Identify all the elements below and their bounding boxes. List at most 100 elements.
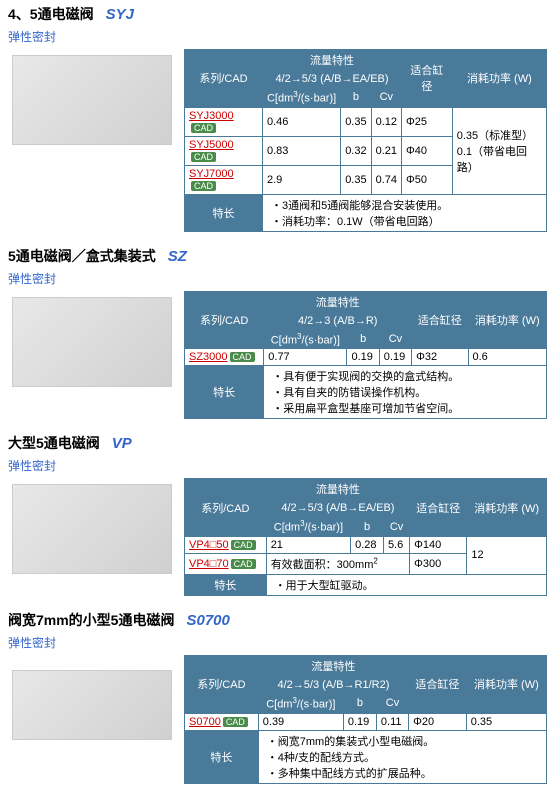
- cell-cv: 0.21: [371, 136, 401, 165]
- col-series: 系列/CAD: [185, 479, 267, 537]
- col-series: 系列/CAD: [185, 655, 259, 713]
- cell-cyl: Φ300: [410, 553, 467, 574]
- col-cv: Cv: [371, 88, 401, 108]
- col-cyl: 适合缸径: [402, 50, 453, 108]
- cell-c: 0.83: [262, 136, 340, 165]
- col-power: 消耗功率 (W): [466, 655, 546, 713]
- product-image-cell: [0, 478, 184, 580]
- cell-b: 0.35: [341, 107, 371, 136]
- col-flow-sub: 4/2→3 (A/B→R): [264, 312, 412, 329]
- cell-b: 0.35: [341, 165, 371, 194]
- cell-features: ・3通阀和5通阀能够混合安装使用。・消耗功率：0.1W（带省电回路）: [262, 194, 546, 231]
- cell-b: 0.32: [341, 136, 371, 165]
- col-cv: Cv: [383, 517, 409, 537]
- cell-series: VP4□50CAD: [185, 536, 267, 553]
- col-feature: 特长: [185, 194, 263, 231]
- section-title-row: 大型5通电磁阀VP: [0, 429, 547, 457]
- col-series: 系列/CAD: [185, 50, 263, 108]
- series-link[interactable]: SYJ5000: [189, 139, 234, 151]
- section-subtitle: 弹性密封: [0, 28, 547, 45]
- col-c: C[dm3/(s·bar)]: [258, 693, 343, 713]
- table-wrap: 系列/CAD流量特性适合缸径消耗功率 (W)4/2→5/3 (A/B→R1/R2…: [184, 655, 547, 784]
- cell-features: ・用于大型缸驱动。: [266, 574, 546, 595]
- product-image: [12, 670, 172, 740]
- section-title-row: 5通电磁阀／盒式集装式SZ: [0, 242, 547, 270]
- table-wrap: 系列/CAD流量特性适合缸径消耗功率 (W)4/2→5/3 (A/B→EA/EB…: [184, 49, 547, 232]
- series-link[interactable]: VP4□70: [189, 558, 229, 570]
- cell-c-span: 有效截面积：300mm2: [266, 553, 409, 574]
- product-image-cell: [0, 655, 184, 755]
- cell-cyl: Φ140: [410, 536, 467, 553]
- product-image: [12, 297, 172, 387]
- col-cv: Cv: [379, 329, 411, 349]
- cad-badge[interactable]: CAD: [191, 123, 216, 133]
- table-row: VP4□50CAD210.285.6Φ14012: [185, 536, 547, 553]
- section-subtitle: 弹性密封: [0, 457, 547, 474]
- cad-badge[interactable]: CAD: [191, 181, 216, 191]
- cell-cv: 0.74: [371, 165, 401, 194]
- cell-series: SYJ7000CAD: [185, 165, 263, 194]
- spec-table: 系列/CAD流量特性适合缸径消耗功率 (W)4/2→5/3 (A/B→EA/EB…: [184, 478, 547, 596]
- section-title-row: 阀宽7mm的小型5通电磁阀 S0700: [0, 606, 547, 634]
- cell-series: VP4□70CAD: [185, 553, 267, 574]
- product-image: [12, 55, 172, 145]
- cell-power: 0.35（标准型）0.1（带省电回路）: [452, 107, 546, 194]
- col-flow-sub: 4/2→5/3 (A/B→EA/EB): [262, 71, 401, 88]
- cell-cv: 0.12: [371, 107, 401, 136]
- cad-badge[interactable]: CAD: [191, 152, 216, 162]
- cad-badge[interactable]: CAD: [223, 717, 248, 727]
- product-section: 5通电磁阀／盒式集装式SZ弹性密封系列/CAD流量特性适合缸径消耗功率 (W)4…: [0, 242, 547, 420]
- cad-badge[interactable]: CAD: [230, 352, 255, 362]
- cell-features: ・具有便于实现阀的交换的盒式结构。・具有自夹的防错误操作机构。・采用扁平盒型基座…: [264, 366, 547, 419]
- cell-cv: 0.19: [379, 349, 411, 366]
- series-link[interactable]: VP4□50: [189, 539, 229, 551]
- product-section: 4、5通电磁阀 SYJ 弹性密封系列/CAD流量特性适合缸径消耗功率 (W)4/2→…: [0, 0, 547, 232]
- col-flow-sub: 4/2→5/3 (A/B→R1/R2): [258, 676, 408, 693]
- cell-power: 0.6: [468, 349, 547, 366]
- series-link[interactable]: SZ3000: [189, 351, 228, 363]
- col-cv: Cv: [376, 693, 408, 713]
- table-wrap: 系列/CAD流量特性适合缸径消耗功率 (W)4/2→5/3 (A/B→EA/EB…: [184, 478, 547, 596]
- cell-cyl: Φ20: [409, 713, 467, 730]
- col-c: C[dm3/(s·bar)]: [264, 329, 347, 349]
- series-link[interactable]: SYJ3000: [189, 110, 234, 122]
- cell-b: 0.19: [343, 713, 376, 730]
- cad-badge[interactable]: CAD: [231, 559, 256, 569]
- cell-c: 2.9: [262, 165, 340, 194]
- col-series: 系列/CAD: [185, 291, 264, 349]
- col-c: C[dm3/(s·bar)]: [262, 88, 340, 108]
- table-row: S0700CAD0.390.190.11Φ200.35: [185, 713, 547, 730]
- col-b: b: [341, 88, 371, 108]
- cad-badge[interactable]: CAD: [231, 540, 256, 550]
- section-model: VP: [112, 435, 132, 452]
- col-power: 消耗功率 (W): [467, 479, 547, 537]
- cell-c: 0.46: [262, 107, 340, 136]
- col-b: b: [347, 329, 379, 349]
- cell-series: SYJ3000CAD: [185, 107, 263, 136]
- series-link[interactable]: S0700: [189, 716, 221, 728]
- cell-c: 21: [266, 536, 350, 553]
- section-title: 阀宽7mm的小型5通电磁阀: [8, 612, 174, 628]
- product-image-cell: [0, 291, 184, 393]
- table-row: SZ3000CAD0.770.190.19Φ320.6: [185, 349, 547, 366]
- content-row: 系列/CAD流量特性适合缸径消耗功率 (W)4/2→3 (A/B→R)C[dm3…: [0, 291, 547, 420]
- table-row: SYJ3000CAD0.460.350.12Φ250.35（标准型）0.1（带省…: [185, 107, 547, 136]
- series-link[interactable]: SYJ7000: [189, 168, 234, 180]
- cell-b: 0.28: [351, 536, 384, 553]
- section-model: SYJ: [106, 6, 134, 23]
- section-model: S0700: [186, 612, 229, 629]
- spec-table: 系列/CAD流量特性适合缸径消耗功率 (W)4/2→3 (A/B→R)C[dm3…: [184, 291, 547, 420]
- table-wrap: 系列/CAD流量特性适合缸径消耗功率 (W)4/2→3 (A/B→R)C[dm3…: [184, 291, 547, 420]
- spec-table: 系列/CAD流量特性适合缸径消耗功率 (W)4/2→5/3 (A/B→EA/EB…: [184, 49, 547, 232]
- cell-b: 0.19: [347, 349, 379, 366]
- content-row: 系列/CAD流量特性适合缸径消耗功率 (W)4/2→5/3 (A/B→EA/EB…: [0, 49, 547, 232]
- col-flow: 流量特性: [264, 291, 412, 312]
- cell-cyl: Φ25: [402, 107, 453, 136]
- cell-cyl: Φ40: [402, 136, 453, 165]
- col-c: C[dm3/(s·bar)]: [266, 517, 350, 537]
- section-model: SZ: [168, 248, 187, 265]
- cell-cv: 0.11: [376, 713, 408, 730]
- section-title: 4、5通电磁阀: [8, 6, 94, 22]
- col-power: 消耗功率 (W): [452, 50, 546, 108]
- cell-power: 12: [467, 536, 547, 574]
